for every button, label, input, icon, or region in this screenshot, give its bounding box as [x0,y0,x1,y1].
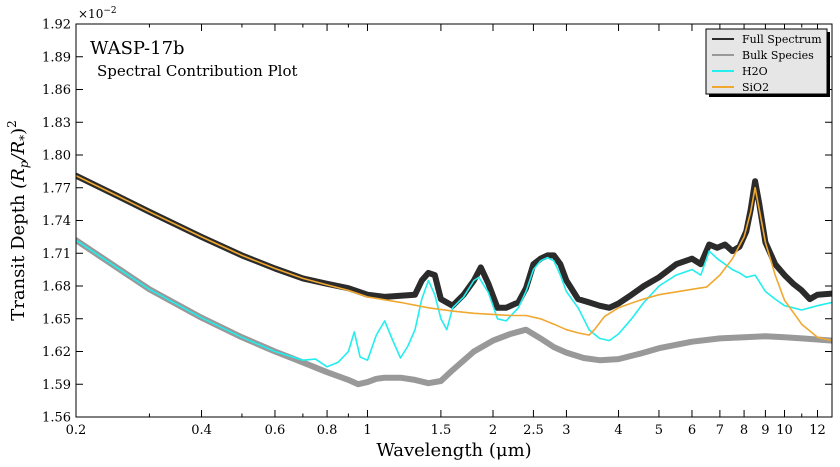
y-tick-label: 1.71 [42,247,71,262]
x-tick-label: 9 [761,423,769,438]
y-tick-label: 1.80 [42,149,71,164]
x-tick-label: 3 [562,423,570,438]
legend-label: Bulk Species [742,49,814,62]
y-tick-label: 1.77 [42,181,71,196]
y-axis-offset-label: ×10−2 [78,6,117,21]
y-tick-label: 1.74 [42,214,71,229]
legend-label: H2O [742,65,768,78]
x-tick-label: 2.5 [523,423,544,438]
x-tick-label: 0.4 [191,423,212,438]
y-tick-label: 1.83 [42,116,71,131]
x-tick-label: 10 [776,423,793,438]
x-tick-label: 0.8 [317,423,338,438]
y-tick-label: 1.92 [42,18,71,33]
y-tick-label: 1.65 [42,312,71,327]
y-tick-label: 1.89 [42,50,71,65]
y-tick-label: 1.62 [42,345,71,360]
chart-subtitle: Spectral Contribution Plot [97,62,298,80]
series-line-bulk-species [76,237,832,388]
x-tick-label: 0.2 [66,423,87,438]
series-line-h2o [76,239,832,368]
series-line-sio2 [76,174,832,342]
y-axis-label: Transit Depth (Rp/R*)2 [5,120,31,321]
y-tick-label: 1.86 [42,83,71,98]
legend-label: Full Spectrum [742,33,822,46]
legend-label: SiO2 [742,81,769,94]
x-tick-label: 5 [655,423,663,438]
y-tick-label: 1.59 [42,378,71,393]
x-tick-label: 1 [363,423,371,438]
x-tick-label: 0.6 [265,423,286,438]
x-tick-label: 4 [614,423,622,438]
series-line-full-spectrum [76,172,832,311]
x-tick-label: 7 [716,423,724,438]
x-tick-label: 12 [809,423,826,438]
x-tick-label: 8 [740,423,748,438]
x-axis-label: Wavelength (μm) [376,440,531,461]
x-tick-label: 2 [489,423,497,438]
x-axis-ticks: 0.2 0.4 0.6 0.8 1 1.5 2 2.5 3 4 5 6 7 8 9 10 12 [66,24,833,438]
chart-title: WASP-17b [90,38,185,59]
series-layer [76,172,832,388]
y-tick-label: 1.68 [42,280,71,295]
x-tick-label: 6 [688,423,696,438]
y-axis-ticks: 1.56 1.59 1.62 1.65 1.68 1.71 1.74 1.77 1.80 1.83… [42,18,832,426]
y-tick-label: 1.56 [42,411,71,426]
x-tick-label: 1.5 [431,423,452,438]
legend: Full Spectrum Bulk Species H2O SiO2 [705,28,830,97]
